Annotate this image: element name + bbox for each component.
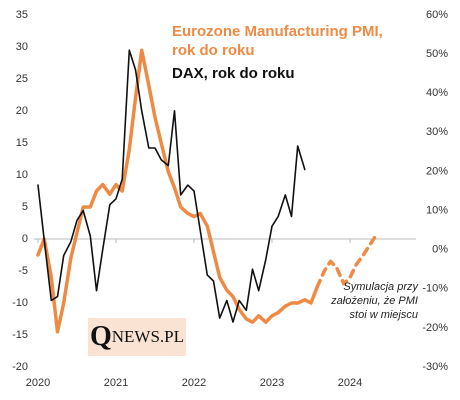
series-line — [315, 234, 378, 289]
y-tick-label: 25 — [16, 73, 28, 85]
logo-text: NEWS.PL — [111, 327, 185, 346]
y2-tick-label: 50% — [426, 48, 448, 60]
x-tick-label: 2020 — [26, 377, 50, 389]
x-tick-label: 2023 — [260, 377, 284, 389]
y2-tick-label: 20% — [426, 165, 448, 177]
annotation: Symulacja przy założeniu, że PMI stoi w … — [331, 281, 418, 321]
y-tick-label: 5 — [22, 201, 28, 213]
y-tick-label: 0 — [22, 233, 28, 245]
y2-tick-label: -10% — [422, 283, 448, 295]
series-line — [37, 49, 306, 323]
y2-tick-label: -30% — [422, 361, 448, 373]
x-tick-label: 2024 — [338, 377, 362, 389]
y-tick-label: -10 — [12, 297, 28, 309]
y2-tick-label: 30% — [426, 126, 448, 138]
y-tick-label: -20 — [12, 361, 28, 373]
y-tick-label: 10 — [16, 169, 28, 181]
y2-tick-label: 10% — [426, 204, 448, 216]
y2-tick-label: 60% — [426, 9, 448, 21]
x-tick-label: 2022 — [182, 377, 206, 389]
y2-tick-label: 40% — [426, 87, 448, 99]
y2-tick-label: -20% — [422, 322, 448, 334]
y-tick-label: 20 — [16, 105, 28, 117]
legend-dax: DAX, rok do roku — [172, 65, 295, 82]
x-tick-label: 2021 — [104, 377, 128, 389]
y-tick-label: -15 — [12, 329, 28, 341]
logo-initial: Q — [89, 321, 112, 352]
legend-pmi: Eurozone Manufacturing PMI, rok do roku — [172, 23, 383, 59]
logo: Q NEWS.PL — [88, 318, 186, 356]
y-tick-label: 15 — [16, 137, 28, 149]
series-line — [36, 48, 319, 334]
y2-tick-label: 0% — [432, 244, 448, 256]
y-tick-label: 35 — [16, 9, 28, 21]
y-tick-label: -5 — [18, 265, 28, 277]
y-tick-label: 30 — [16, 41, 28, 53]
